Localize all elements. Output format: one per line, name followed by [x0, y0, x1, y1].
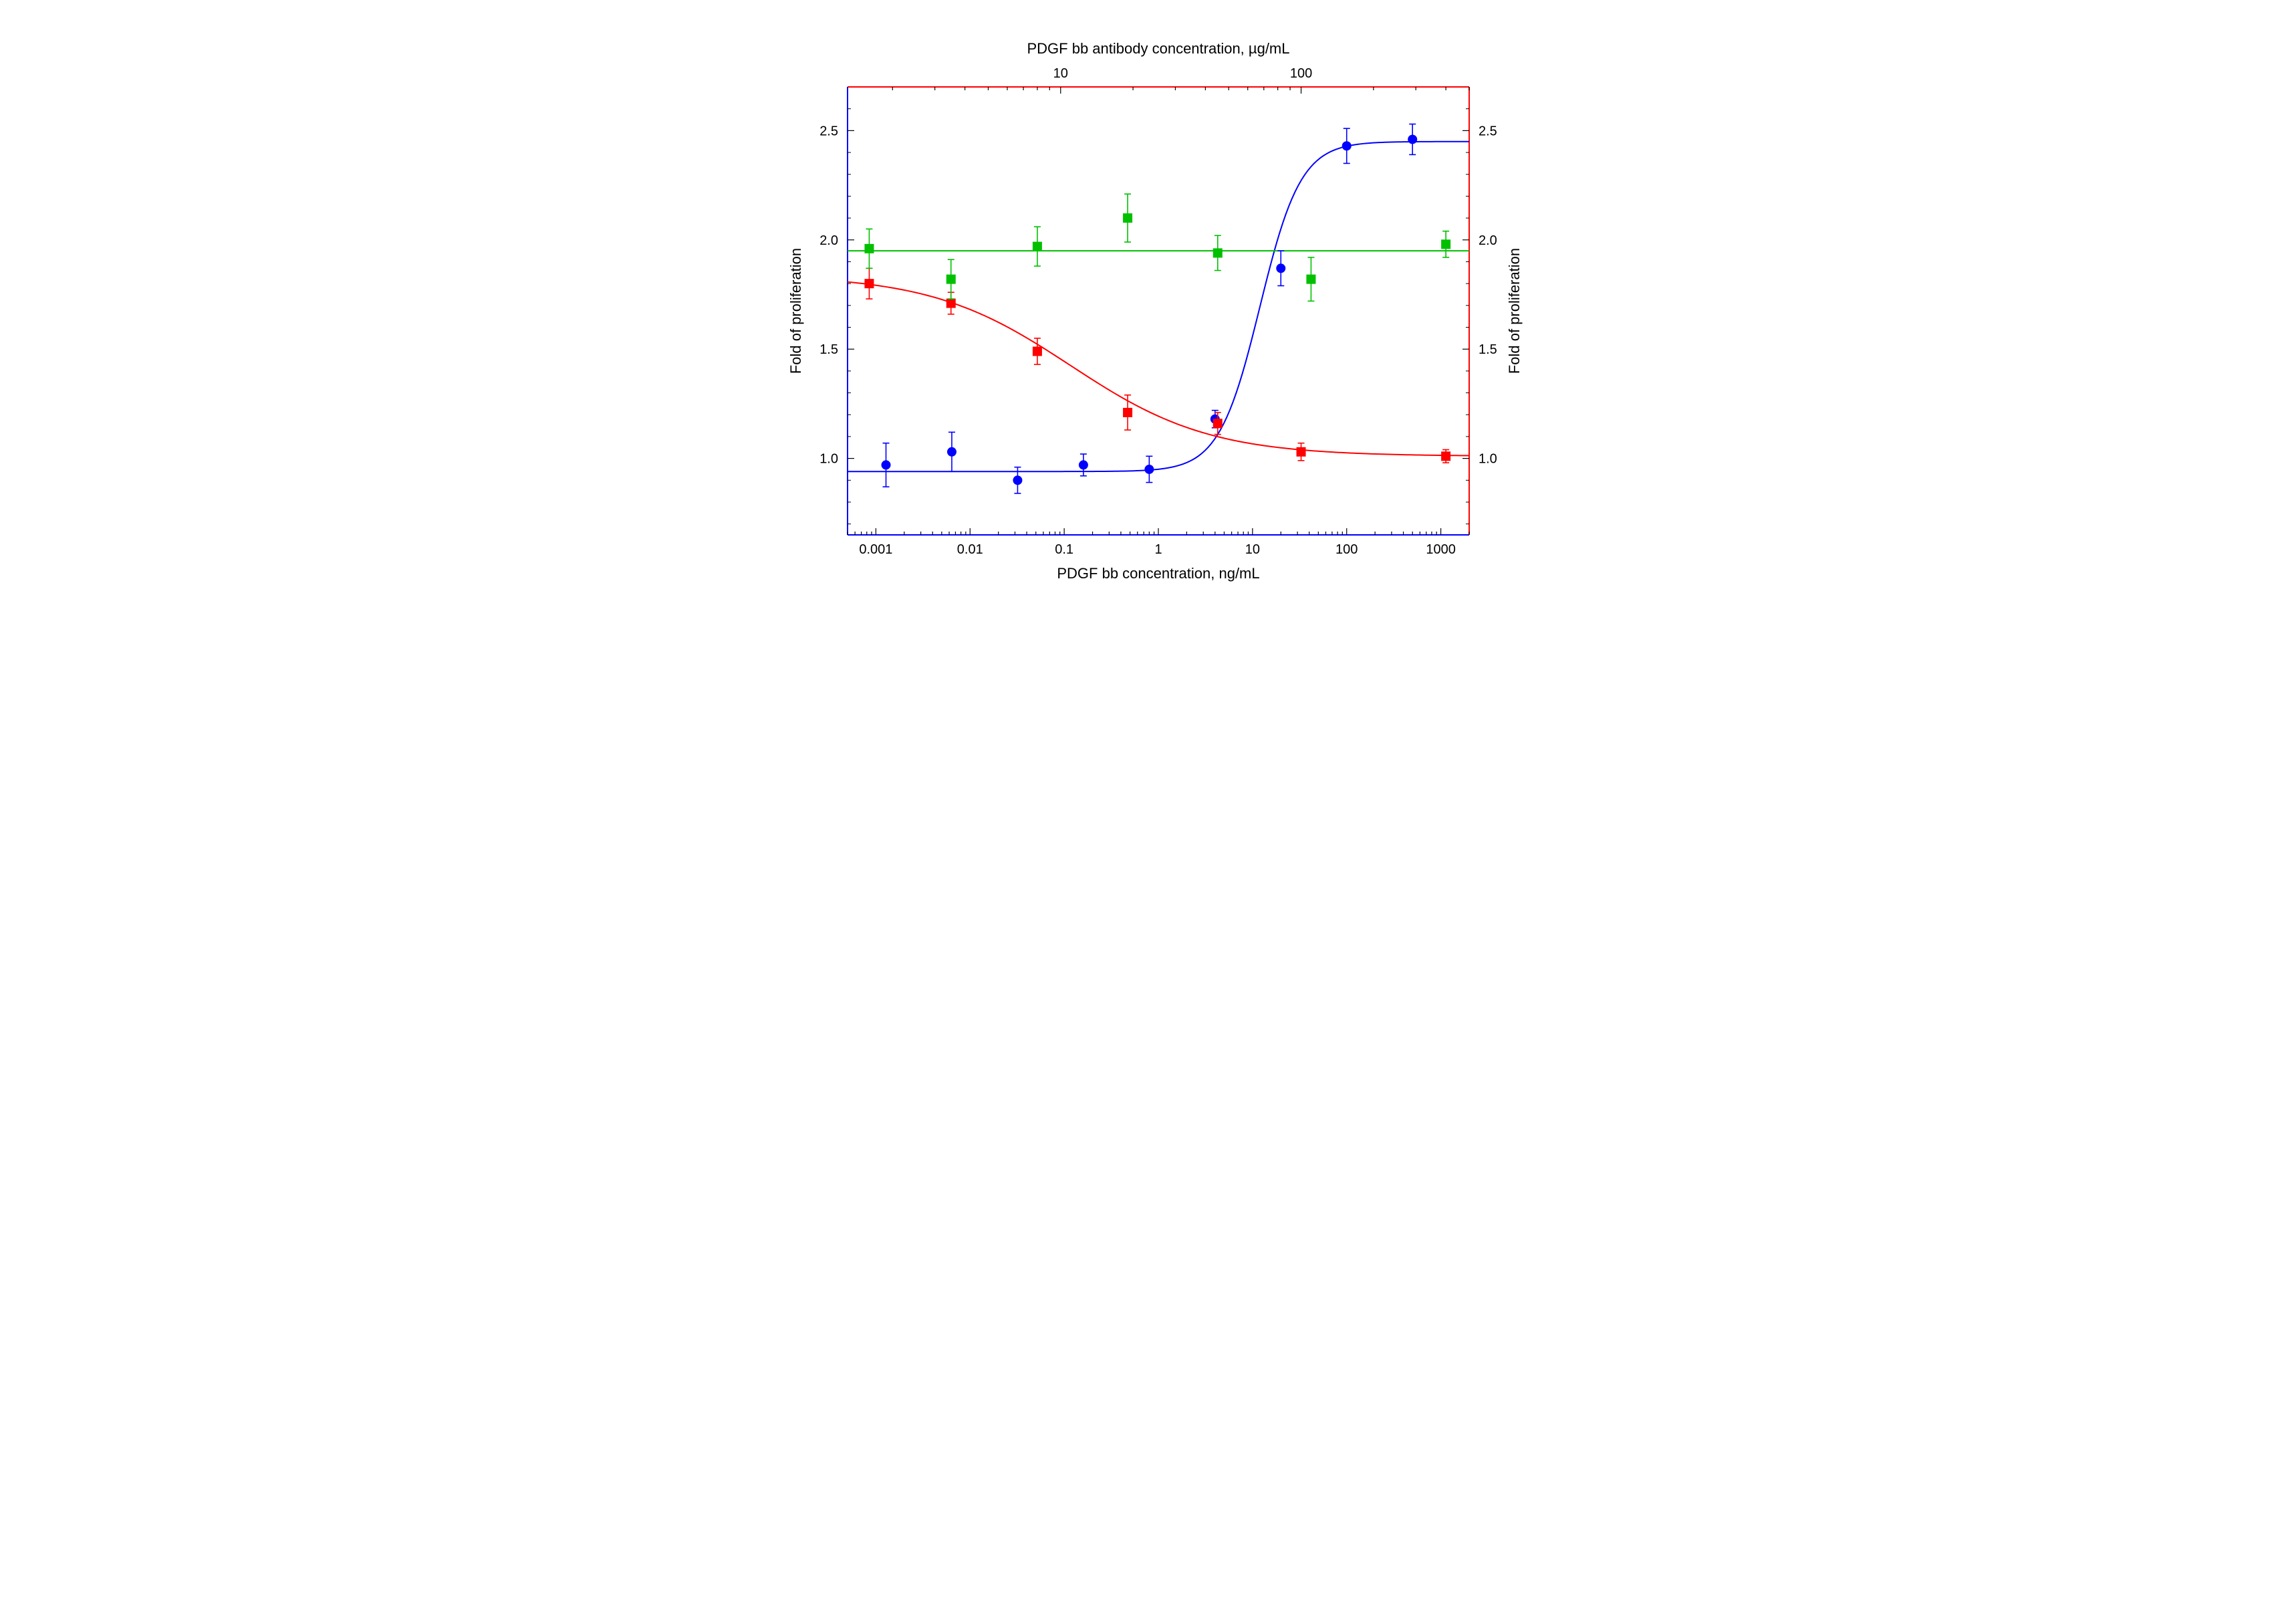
y-left-tick-label: 2.0: [819, 233, 838, 248]
data-point: [1276, 263, 1285, 273]
chart-container: 0.001 0.01 0.1 1 10 100 1000 PDGF bb concentrat…: [721, 20, 1576, 608]
data-point: [1144, 465, 1154, 474]
data-point: [881, 460, 890, 469]
x-top-tick-label: 10: [1053, 66, 1067, 81]
data-point: [1213, 248, 1222, 257]
data-point: [1213, 419, 1222, 428]
data-point: [864, 244, 874, 253]
y-left-axis-label: Fold of proliferation: [787, 248, 804, 374]
data-point: [1296, 447, 1305, 457]
series-curve-blue-proliferation: [848, 142, 1469, 471]
y-left-tick-label: 1.5: [819, 342, 838, 357]
data-point: [1342, 141, 1351, 150]
data-point: [1078, 460, 1088, 469]
x-bottom-axis-label: PDGF bb concentration, ng/mL: [1057, 565, 1259, 582]
x-bottom-tick-label: 10: [1245, 542, 1259, 557]
x-bottom-tick-label: 0.001: [859, 542, 892, 557]
x-bottom-tick-label: 1000: [1426, 542, 1456, 557]
data-point: [946, 447, 956, 457]
data-point: [1123, 408, 1132, 417]
y-right-axis-label: Fold of proliferation: [1506, 248, 1523, 374]
x-bottom-tick-label: 1: [1154, 542, 1162, 557]
data-point: [1032, 242, 1041, 251]
points-group: [864, 124, 1450, 493]
y-left-tick-label: 2.5: [819, 124, 838, 138]
y-right-tick-label: 1.0: [1479, 452, 1497, 467]
x-top-tick-label: 100: [1289, 66, 1311, 81]
data-point: [1123, 213, 1132, 223]
chart-svg: 0.001 0.01 0.1 1 10 100 1000 PDGF bb concentrat…: [721, 20, 1576, 608]
data-point: [946, 299, 955, 308]
x-bottom-tick-label: 100: [1335, 542, 1358, 557]
y-left-tick-label: 1.0: [819, 452, 838, 467]
data-point: [1306, 275, 1315, 284]
data-point: [1032, 346, 1041, 356]
x-bottom-tick-label: 0.01: [956, 542, 983, 557]
x-top-axis-label: PDGF bb antibody concentration, µg/mL: [1027, 40, 1289, 57]
data-point: [864, 279, 874, 288]
data-point: [1441, 239, 1450, 249]
y-right-tick-label: 1.5: [1479, 342, 1497, 357]
data-point: [1013, 475, 1022, 485]
data-point: [1441, 451, 1450, 461]
curves-group: [848, 142, 1469, 471]
y-right-tick-label: 2.5: [1479, 124, 1497, 138]
x-bottom-tick-label: 0.1: [1055, 542, 1073, 557]
data-point: [946, 275, 955, 284]
series-curve-red-antibody-neutralization: [848, 282, 1469, 456]
y-right-tick-label: 2.0: [1479, 233, 1497, 248]
data-point: [1408, 134, 1417, 144]
